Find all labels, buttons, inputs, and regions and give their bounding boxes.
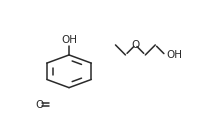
Text: O: O (35, 99, 43, 109)
Text: O: O (131, 40, 140, 50)
Text: OH: OH (62, 35, 78, 45)
Text: OH: OH (166, 50, 182, 60)
